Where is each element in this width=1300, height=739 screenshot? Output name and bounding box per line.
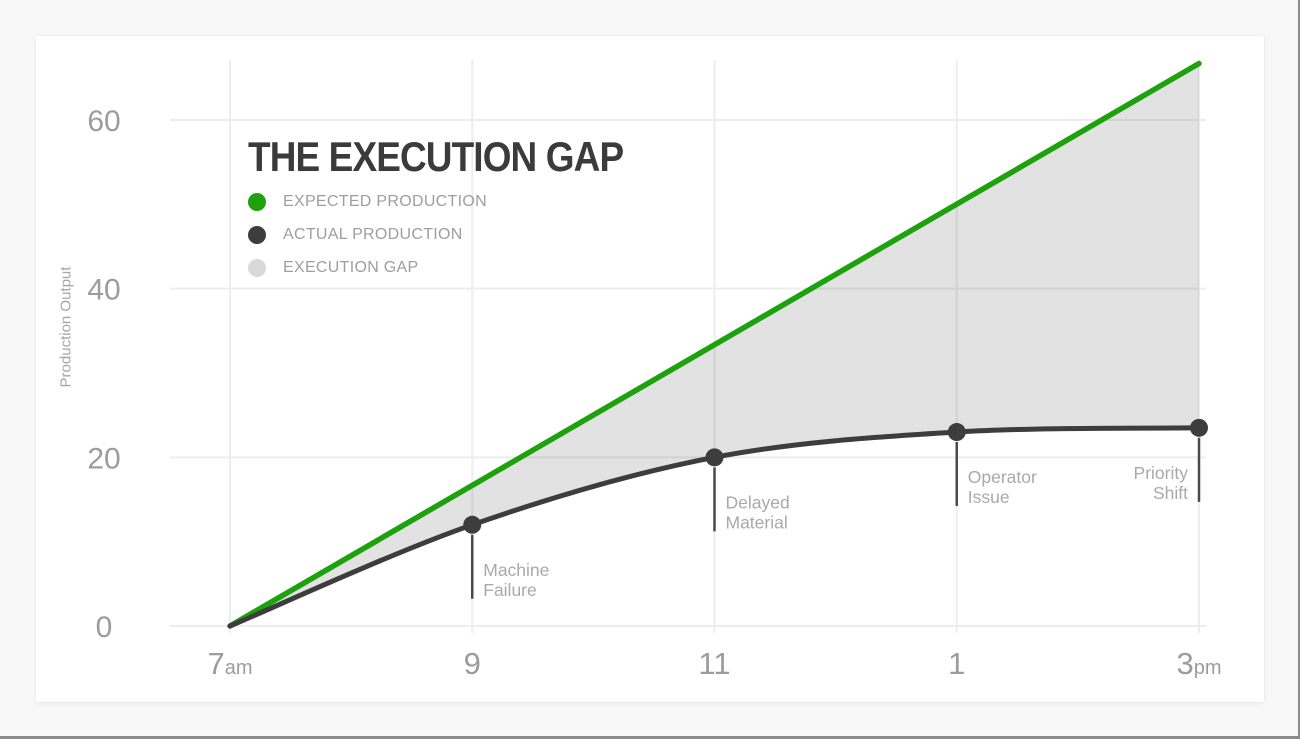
x-tick-suffix: pm: [1194, 657, 1222, 679]
chart-legend: EXPECTED PRODUCTION ACTUAL PRODUCTION EXEC…: [248, 185, 487, 284]
annotation-label-line: Priority: [1134, 463, 1189, 483]
annotation-label-line: Machine: [483, 560, 549, 580]
annotation-label: Machine Failure: [483, 560, 549, 600]
y-tick-label: 40: [87, 274, 120, 307]
annotation-label-line: Issue: [968, 487, 1010, 507]
window-edge-bottom: [0, 736, 1300, 739]
chart-svg: Machine Failure Delayed Material Operator Iss…: [87, 60, 1222, 681]
y-tick-label: 0: [96, 611, 113, 644]
x-tick-label: 7am: [207, 646, 252, 681]
x-tick-label: 3pm: [1176, 646, 1221, 681]
window-edge-right: [1298, 0, 1300, 739]
data-point-marker: [463, 515, 482, 534]
annotation-label-line: Shift: [1153, 483, 1188, 503]
x-tick-label: 11: [698, 646, 730, 681]
legend-item: ACTUAL PRODUCTION: [248, 218, 487, 251]
x-tick-label: 1: [948, 646, 965, 681]
legend-dot-icon: [248, 225, 266, 244]
chart-card: Machine Failure Delayed Material Operator Iss…: [36, 36, 1264, 702]
annotation-label: Operator Issue: [968, 467, 1037, 507]
annotation-label-line: Material: [726, 512, 788, 532]
chart-title: THE EXECUTION GAP: [248, 133, 624, 180]
data-point-marker: [947, 423, 966, 442]
legend-dot-icon: [248, 258, 266, 277]
data-point-marker: [705, 448, 724, 467]
x-tick-number: 3: [1176, 646, 1193, 681]
annotation-label: Delayed Material: [726, 492, 790, 532]
x-tick-label: 9: [464, 646, 481, 681]
annotation-label-line: Delayed: [726, 492, 790, 512]
legend-label: EXECUTION GAP: [283, 258, 419, 276]
annotation-label: Priority Shift: [1134, 463, 1189, 503]
legend-dot-icon: [248, 192, 266, 211]
x-tick-number: 11: [698, 646, 730, 681]
legend-item: EXECUTION GAP: [248, 251, 487, 284]
annotation-label-line: Failure: [483, 580, 537, 600]
legend-item: EXPECTED PRODUCTION: [248, 185, 487, 218]
legend-label: ACTUAL PRODUCTION: [283, 225, 463, 243]
y-tick-label: 20: [87, 442, 120, 475]
x-tick-number: 1: [948, 646, 965, 681]
data-point-marker: [1190, 418, 1208, 437]
y-tick-label: 60: [87, 105, 120, 138]
x-tick-suffix: am: [225, 657, 253, 679]
expected-production-line: [227, 60, 1202, 629]
x-tick-number: 9: [464, 646, 481, 681]
annotation-label-line: Operator: [968, 467, 1037, 487]
x-tick-number: 7: [207, 646, 224, 681]
gridlines: [170, 60, 1206, 633]
legend-label: EXPECTED PRODUCTION: [283, 192, 487, 210]
y-axis-title: Production Output: [57, 266, 75, 388]
